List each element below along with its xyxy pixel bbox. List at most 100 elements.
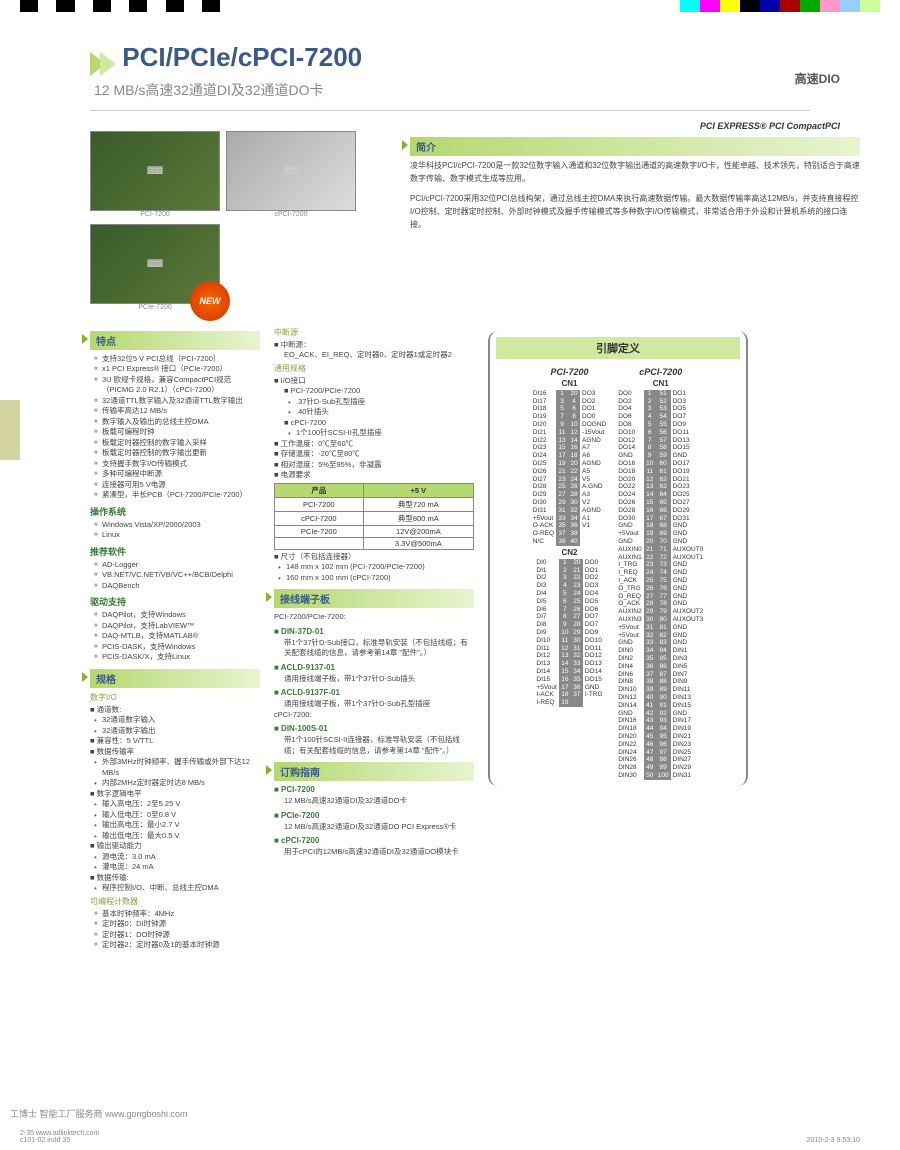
sub-header: 通用规格 (274, 363, 474, 374)
list-item: 板载定时器控制的数字输出更新 (94, 448, 260, 459)
pin-title: PCI-7200 (531, 367, 609, 377)
arrow-icon (100, 52, 116, 76)
list-item: 输入低电压：0至0.8 V (94, 810, 260, 821)
spec-item: ■ 兼容性：5 V/TTL (90, 736, 260, 747)
side-tab (0, 400, 20, 460)
list-item: x1 PCI Express® 接口（PCIe-7200） (94, 364, 260, 375)
subtitle: 12 MB/s高速32通道DI及32通道DO卡 (94, 80, 900, 100)
sub-header: 驱动支持 (90, 595, 260, 608)
list-item: 定时器1：DO时钟源 (94, 930, 260, 941)
label: ■ 尺寸（不包括连接器） (274, 552, 474, 563)
section-header: 订购指南 (274, 762, 474, 781)
label: PCI-7200/PCIe-7200: (274, 612, 474, 623)
term-desc: 通用接线端子板，带1个37针D-Sub孔型插座 (274, 699, 474, 710)
spec-item: EO_ACK、EI_REQ、定时器0、定时器1或定时器2 (274, 350, 474, 361)
label: ■ 输出驱动能力 (90, 841, 260, 852)
term-desc: 带1个37针D-Sub接口，标准导轨安装（不包括线缆；有关配套线缆的信息，请参考… (274, 638, 474, 659)
intro-text: 凌华科技PCI/cPCI-7200是一款32位数字输入通道和32位数字输出通道的… (410, 160, 860, 186)
list-item: 支持32位5 V PCI总线（PCI-7200） (94, 354, 260, 365)
order-name: ■ PCI-7200 (274, 785, 474, 794)
label: ■ 数字逻辑电平 (90, 789, 260, 800)
list-item: 板载可编程时钟 (94, 427, 260, 438)
list-item: 灌电流：24 mA (94, 862, 260, 873)
page-title: PCI/PCIe/cPCI-7200 (122, 42, 362, 72)
image-label: PCI-7200 (90, 211, 220, 218)
list-item: 1个100针SCSI-II孔型插座 (288, 428, 474, 439)
list-item: 32通道数字输入 (94, 715, 260, 726)
pin-title: cPCI-7200 (616, 367, 705, 377)
list-item: DAQPilot，支持LabVIEW™ (94, 621, 260, 632)
list-item: PCIS-DASK，支持Windows (94, 642, 260, 653)
list-item: Linux (94, 530, 260, 541)
spec-item: ■ 相对湿度：5%至95%，非凝露 (274, 460, 474, 471)
list-item: 板载定时器控制的数字输入采样 (94, 438, 260, 449)
cn-title: CN2 (531, 548, 609, 557)
sub-header: 中断源 (274, 327, 474, 338)
list-item: 32通道数字输出 (94, 726, 260, 737)
product-image: ▓▓▓ (226, 131, 356, 211)
pin-definition-panel: 引脚定义 PCI-7200 CN1 DI16120DO3DI1734DO2DI1… (488, 331, 748, 786)
list-item: VB.NET/VC.NET/VB/VC++/BCB/Delphi (94, 570, 260, 581)
pin-table: DI16120DO3DI1734DO2DI1856DO1DI1978DO0DI2… (531, 390, 609, 546)
term-desc: 带1个100针SCSI-II连接器，标准导轨安装（不包括线缆；有关配套线缆的信息… (274, 735, 474, 756)
watermark: 工博士 智能工厂服务商 www.gongboshi.com (10, 1107, 188, 1120)
list-item: 输出高电压：最小2.7 V (94, 820, 260, 831)
list-item: 内部2MHz定时器定时达8 MB/s (94, 778, 260, 789)
list-item: 源电流：3.0 mA (94, 852, 260, 863)
list-item: 基本时钟频率：4MHz (94, 909, 260, 920)
list-item: 支持握手数字I/O传输模式 (94, 459, 260, 470)
term-name: ■ DIN-37D-01 (274, 627, 474, 636)
list-item: 外部3MHz时钟频率、握手传输或外部下达12 MB/s (94, 757, 260, 778)
list-item: 148 mm x 102 mm (PCI-7200/PCIe-7200) (278, 562, 474, 573)
term-name: ■ ACLD-9137-01 (274, 663, 474, 672)
new-badge-icon: NEW (190, 281, 230, 321)
cn-title: CN1 (616, 379, 705, 388)
list-item: 数字输入及输出的总线主控DMA (94, 417, 260, 428)
label: ■ 数据传输率 (90, 747, 260, 758)
intro-text: PCI/cPCI-7200采用32位PCI总线构架，通过总线主控DMA来执行高速… (410, 193, 860, 231)
product-image: ▓▓▓ (90, 131, 220, 211)
list-item: Windows Vista/XP/2000/2003 (94, 520, 260, 531)
label: ■ PCI-7200/PCIe-7200 (274, 386, 474, 397)
sub-header: 操作系统 (90, 505, 260, 518)
list-item: 输出低电压：最大0.5 V (94, 831, 260, 842)
list-item: 32通道TTL数字输入及32通道TTL数字输出 (94, 396, 260, 407)
list-item: AD-Logger (94, 560, 260, 571)
label: ■ cPCI-7200 (274, 418, 474, 429)
term-desc: 通用接线端子板，带1个37针D-Sub插头 (274, 674, 474, 685)
logos: PCI EXPRESS® PCI CompactPCI (0, 121, 840, 131)
image-label: cPCI-7200 (226, 211, 356, 218)
label: cPCI-7200: (274, 710, 474, 721)
pin-header: 引脚定义 (496, 337, 740, 359)
sub-header: 可编程计数器 (90, 896, 260, 907)
list-item: DAQPilot，支持Windows (94, 610, 260, 621)
list-item: 3U 欧规卡规格，兼容CompactPCI规范（PICMG 2.0 R2.1）（… (94, 375, 260, 396)
label: ■ I/O接口 (274, 376, 474, 387)
list-item: DAQBench (94, 581, 260, 592)
label: ■ 通道数: (90, 705, 260, 716)
list-item: 传输率高达12 MB/s (94, 406, 260, 417)
term-name: ■ ACLD-9137F-01 (274, 688, 474, 697)
pin-table: DI0120DO0DI1221DO1DI2322DO2DI3423DO3DI45… (534, 559, 604, 707)
power-table: 产品+5 VPCI-7200典型720 mAcPCI-7200典型800 mAP… (274, 483, 474, 550)
term-name: ■ DIN-100S-01 (274, 724, 474, 733)
list-item: 输入高电压：2至5.25 V (94, 799, 260, 810)
list-item: PCIS-DASK/X，支持Linux (94, 652, 260, 663)
order-name: ■ PCIe-7200 (274, 811, 474, 820)
list-item: 多种可编程中断源 (94, 469, 260, 480)
order-desc: 用于cPCI的12MB/s高速32通道DI及32通道DO模块卡 (274, 847, 474, 858)
list-item: 160 mm x 100 mm (cPCI-7200) (278, 573, 474, 584)
list-item: .40针插头 (288, 407, 474, 418)
section-header: 规格 (90, 669, 260, 688)
list-item: 紧凑型，半长PCB（PCI-7200/PCIe-7200） (94, 490, 260, 501)
label: ■ 电源要求 (274, 470, 474, 481)
order-name: ■ cPCI-7200 (274, 836, 474, 845)
category: 高速DIO (795, 70, 840, 87)
order-desc: 12 MB/s高速32通道DI及32通道DO PCI Express®卡 (274, 822, 474, 833)
intro-header: 简介 (410, 137, 860, 156)
sub-header: 推荐软件 (90, 545, 260, 558)
list-item: DAQ-MTLB，支持MATLAB® (94, 631, 260, 642)
list-item: 定时器2：定时器0及1的基本时钟源 (94, 940, 260, 951)
pin-table: DO0151DO1DO2252DO3DO4353DO5DO6454DO7DO85… (616, 390, 705, 780)
list-item: 定时器0：DI时钟源 (94, 919, 260, 930)
